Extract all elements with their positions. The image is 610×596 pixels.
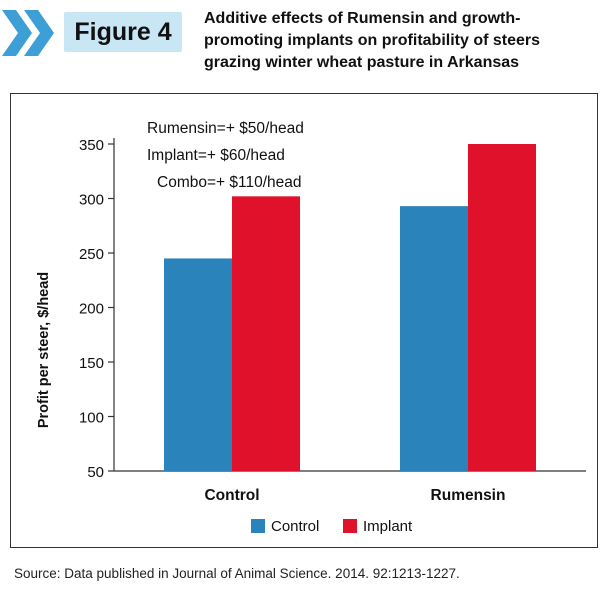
source-note: Source: Data published in Journal of Ani… — [14, 566, 460, 581]
y-tick-label: 350 — [79, 137, 104, 154]
chart-frame: 50 100 150 200 250 300 350 Rumensin=+ $50/head… — [10, 93, 598, 548]
bar-rumensin-control — [400, 206, 468, 471]
y-axis-label: Profit per steer, $/head — [36, 272, 52, 428]
bar-chart: 50 100 150 200 250 300 350 Rumensin=+ $50/head… — [36, 120, 586, 535]
figure-title-line: Additive effects of Rumensin and growth- — [204, 10, 521, 27]
y-tick-label: 150 — [79, 355, 104, 372]
x-category-label: Rumensin — [431, 487, 506, 504]
y-tick-label: 100 — [79, 410, 104, 427]
bars — [164, 144, 536, 471]
figure-title-line: promoting implants on profitability of s… — [204, 32, 541, 49]
legend-label-control: Control — [271, 518, 319, 535]
y-tick-label: 200 — [79, 301, 104, 318]
y-tick-label: 250 — [79, 246, 104, 263]
bar-rumensin-implant — [468, 144, 536, 471]
annotation-combo: Combo=+ $110/head — [157, 174, 302, 191]
legend: Control Implant — [251, 518, 413, 535]
x-category-label: Control — [204, 487, 259, 504]
annotations: Rumensin=+ $50/head Implant=+ $60/head C… — [147, 120, 304, 191]
legend-swatch-control — [251, 519, 265, 533]
y-tick-label: 50 — [87, 464, 104, 481]
annotation-implant: Implant=+ $60/head — [147, 147, 285, 164]
legend-swatch-implant — [343, 519, 357, 533]
annotation-rumensin: Rumensin=+ $50/head — [147, 120, 304, 137]
figure-label: Figure 4 — [64, 12, 182, 52]
figure-title-line: grazing winter wheat pasture in Arkansas — [204, 54, 520, 71]
bar-control-implant — [232, 196, 300, 471]
category-labels: Control Rumensin — [204, 487, 505, 504]
chevron-icon — [2, 10, 54, 56]
y-tick-label: 300 — [79, 192, 104, 209]
figure-title: Additive effects of Rumensin and growth-… — [204, 8, 600, 74]
bar-control-control — [164, 258, 232, 471]
legend-label-implant: Implant — [363, 518, 413, 535]
